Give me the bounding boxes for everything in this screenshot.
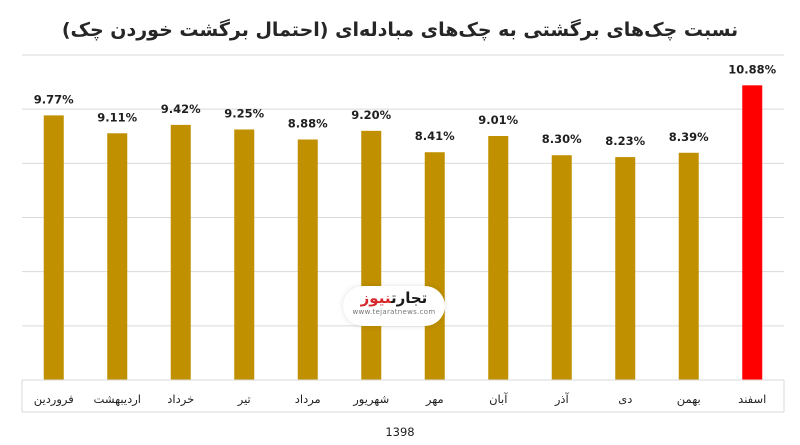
bar: [170, 124, 191, 381]
bar: [234, 129, 255, 380]
watermark-logo: تجارتنیوز www.tejaratnews.com: [343, 286, 445, 326]
chart-title: نسبت چک‌های برگشتی به چک‌های مبادله‌ای (…: [62, 18, 738, 41]
axis-frame: [21, 379, 785, 413]
grid-lines: [22, 54, 784, 327]
data-label: 8.23%: [605, 134, 645, 148]
data-label: 8.39%: [669, 130, 709, 144]
category-label: مرداد: [295, 392, 321, 407]
category-label: مهر: [425, 392, 444, 407]
category-label: خرداد: [167, 392, 194, 407]
value-labels: 9.77% 9.11% 9.42% 9.25% 8.88% 9.20% 8.41% 9.01%…: [34, 62, 777, 148]
category-label: دی: [618, 392, 632, 406]
data-label: 8.41%: [415, 129, 455, 143]
bar: [107, 133, 128, 380]
bar: [742, 85, 763, 380]
category-label: اردیبهشت: [94, 392, 141, 407]
category-label: فروردین: [34, 392, 74, 407]
bar: [424, 152, 445, 380]
data-label: 10.88%: [728, 62, 776, 76]
category-label: اسفند: [738, 392, 766, 406]
bar: [615, 157, 636, 380]
bar: [297, 139, 318, 380]
watermark-name: تجارتنیوز: [343, 286, 445, 307]
bar: [551, 155, 572, 380]
bar: [361, 130, 382, 380]
data-label: 8.88%: [288, 117, 328, 131]
category-label: آبان: [489, 392, 508, 406]
data-label: 9.20%: [351, 108, 391, 122]
bar: [43, 115, 64, 381]
data-label: 9.25%: [224, 106, 264, 120]
category-label: بهمن: [677, 392, 701, 407]
category-labels: فروردین اردیبهشت خرداد تیر مرداد شهریور مهر آبا…: [34, 392, 767, 407]
bar: [678, 152, 699, 380]
data-label: 9.42%: [161, 102, 201, 116]
watermark-name-part1: تجارت: [390, 289, 428, 307]
bars: [43, 85, 763, 381]
bar: [488, 135, 509, 380]
data-label: 9.11%: [97, 110, 137, 124]
x-axis-group-label: 1398: [385, 425, 414, 439]
category-label: آذر: [554, 392, 570, 407]
category-label: تیر: [237, 392, 251, 407]
data-label: 8.30%: [542, 132, 582, 146]
category-label: شهریور: [352, 392, 389, 407]
data-label: 9.77%: [34, 92, 74, 106]
data-label: 9.01%: [478, 113, 518, 127]
watermark-domain: www.tejaratnews.com: [352, 308, 436, 316]
watermark-name-part2: نیوز: [360, 289, 391, 307]
